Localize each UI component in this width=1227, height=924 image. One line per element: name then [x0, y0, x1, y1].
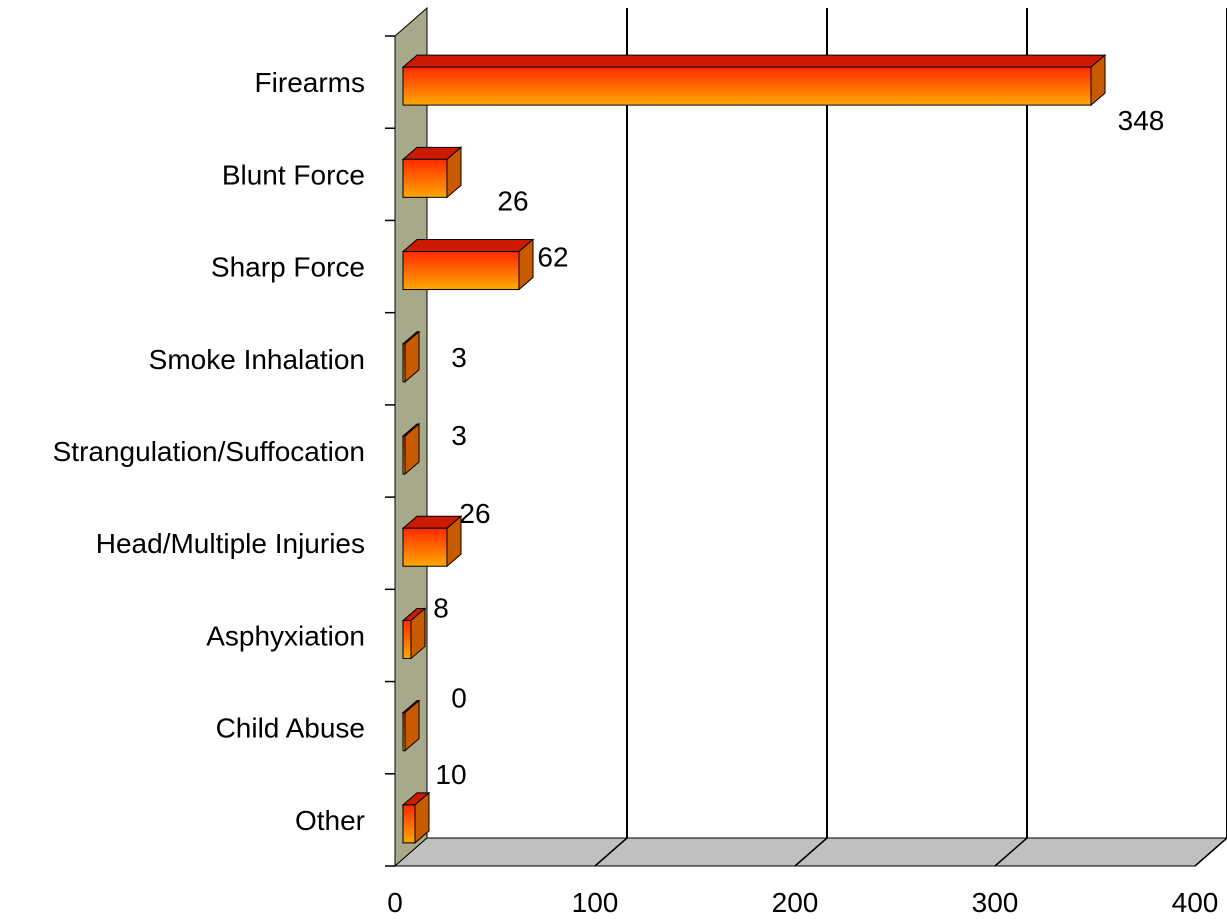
data-label: 8	[433, 592, 449, 623]
category-label: Asphyxiation	[206, 620, 365, 651]
gridline-floor	[794, 837, 828, 867]
category-label: Blunt Force	[222, 159, 365, 190]
category-label: Smoke Inhalation	[149, 344, 365, 375]
gridline-floor	[594, 837, 628, 867]
data-label: 26	[497, 185, 528, 216]
tick-label: 400	[1172, 887, 1219, 918]
category-label: Sharp Force	[211, 252, 365, 283]
bar-front-face	[402, 251, 520, 291]
gridline-floor	[994, 837, 1028, 867]
bar-front-face	[402, 343, 406, 383]
bar	[401, 422, 421, 476]
category-label: Head/Multiple Injuries	[96, 528, 365, 559]
category-label: Child Abuse	[216, 713, 365, 744]
tick-labels: 0 100 200 300 400	[387, 887, 1218, 918]
bar	[401, 54, 1107, 107]
category-axis	[385, 35, 395, 867]
category-labels: Firearms Blunt Force Sharp Force Smoke Inha…	[53, 67, 365, 836]
category-label: Firearms	[255, 67, 365, 98]
data-label: 10	[435, 759, 466, 790]
bar-front-face	[402, 712, 406, 752]
data-labels: 348 26 62 3 3 26 8 0 10	[433, 105, 1164, 790]
tick-label: 100	[572, 887, 619, 918]
bar-series	[401, 54, 1107, 844]
data-label: 26	[459, 498, 490, 529]
bar	[401, 607, 427, 660]
bar-front-face	[402, 804, 416, 844]
bar-front-face	[402, 435, 406, 475]
bar	[401, 515, 463, 568]
data-label: 62	[537, 242, 568, 273]
tick-label: 300	[972, 887, 1019, 918]
bar-front-face	[402, 158, 448, 198]
data-label: 3	[451, 342, 467, 373]
bar	[401, 330, 421, 383]
category-label: Strangulation/Suffocation	[53, 436, 365, 467]
bar	[401, 791, 431, 844]
gridline-floor	[1194, 837, 1227, 867]
bar-front-face	[402, 66, 1092, 106]
category-label: Other	[295, 805, 365, 836]
bar-front-face	[402, 619, 412, 659]
data-label: 348	[1118, 105, 1165, 136]
bar	[401, 146, 463, 199]
bar-top-face	[401, 239, 535, 253]
bar	[401, 699, 421, 752]
gridlines	[594, 8, 1227, 867]
bar-front-face	[402, 527, 448, 567]
tick-label: 200	[772, 887, 819, 918]
data-label: 3	[451, 420, 467, 451]
bar-top-face	[401, 54, 1107, 68]
tick-label: 0	[387, 887, 403, 918]
data-label: 0	[451, 683, 467, 714]
bar	[401, 238, 535, 291]
